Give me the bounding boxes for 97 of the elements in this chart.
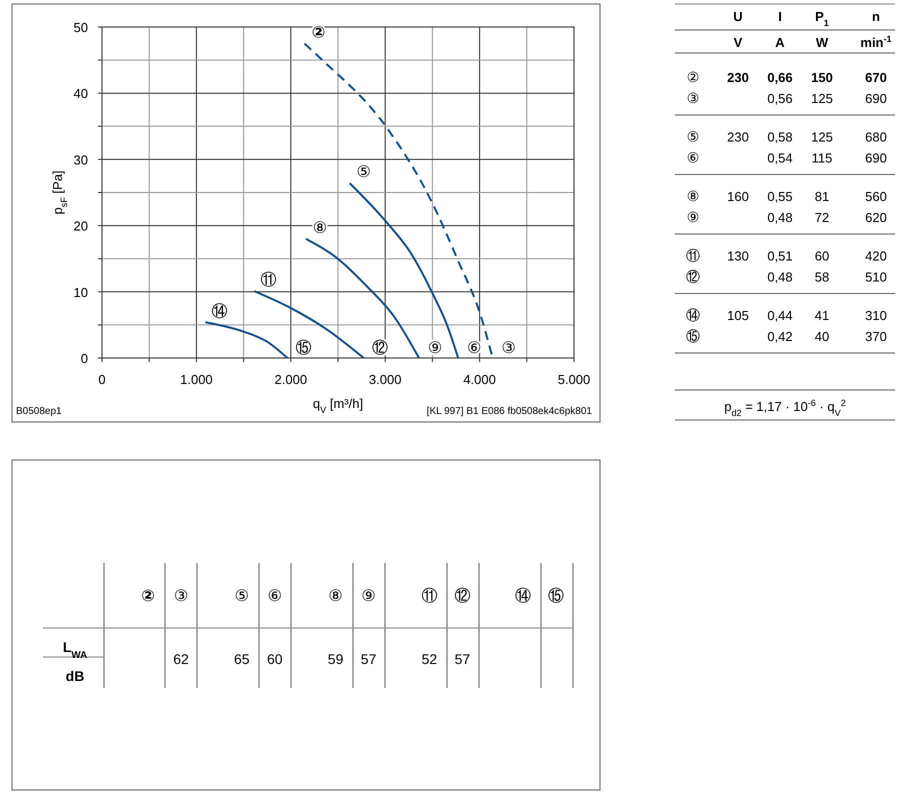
text: 52: [422, 651, 438, 667]
text: 65: [234, 651, 250, 667]
text: 57: [360, 651, 376, 667]
annotation: ⑨: [428, 338, 442, 357]
category-label: L$_{WA}$: [62, 639, 88, 660]
text: 125: [811, 91, 833, 106]
line-series: [204, 321, 288, 359]
annotation: ⑪: [260, 270, 276, 290]
category-label: ②: [141, 586, 155, 605]
category-label: ⑫: [454, 586, 470, 605]
line-series: [348, 182, 460, 359]
category-label: ⑪: [421, 586, 438, 605]
x-tick-label: 3.000: [368, 372, 402, 387]
x-tick-label: 5.000: [558, 372, 590, 387]
annotation: ⑭: [211, 301, 228, 320]
category-label: ⑭: [686, 308, 700, 324]
category-label: ⑧: [686, 189, 700, 205]
text: 41: [814, 308, 830, 323]
text: 0,48: [767, 210, 793, 225]
text: 370: [865, 329, 887, 344]
category-label: ⑪: [686, 248, 700, 264]
category-label: ⑤: [234, 586, 249, 605]
text: min$^{-1}$: [860, 34, 892, 50]
annotation: ②: [312, 22, 326, 42]
text: [KL 997] B1 E086 fb0508ek4c6pk801: [426, 406, 592, 417]
category-label: ③: [686, 91, 700, 107]
text: 0,66: [767, 70, 793, 85]
x-tick-label: 0: [98, 372, 106, 387]
category-label: ⑧: [328, 586, 343, 605]
x-axis-title: q$_{V}$ [m³/h]: [312, 396, 364, 415]
text: 670: [865, 70, 887, 85]
text: 125: [811, 130, 833, 144]
text: 690: [865, 150, 887, 166]
y-tick-label: 10: [74, 284, 88, 300]
annotation: ⑮: [295, 338, 312, 357]
category-label: ⑥: [268, 586, 282, 605]
category-label: I: [778, 9, 782, 24]
text: 0,48: [767, 270, 793, 284]
text: 115: [812, 150, 832, 166]
category-label: ⑤: [686, 130, 700, 146]
line-series: [253, 290, 365, 359]
text: V: [734, 35, 742, 50]
text: 230: [727, 130, 749, 144]
text: 105: [727, 308, 749, 323]
text: 130: [727, 248, 749, 264]
text: dB: [66, 668, 84, 684]
y-tick-label: 40: [74, 86, 88, 102]
category-label: ②: [686, 70, 700, 86]
text: 690: [865, 91, 887, 106]
text: 57: [454, 651, 470, 667]
category-label: ⑮: [686, 329, 700, 345]
category-label: P$_{1}$: [815, 9, 829, 28]
y-tick-label: 20: [74, 218, 88, 234]
category-label: ③: [174, 586, 188, 605]
text: 510: [865, 270, 887, 284]
text: 310: [865, 308, 887, 323]
x-tick-label: 2.000: [274, 372, 308, 387]
x-tick-label: 4.000: [463, 372, 496, 387]
category-label: ⑥: [686, 150, 700, 166]
text: A: [775, 35, 785, 50]
category-label: ⑭: [515, 586, 532, 605]
text: 40: [814, 329, 830, 344]
text: 0,44: [767, 308, 793, 323]
text: 150: [811, 70, 833, 85]
text: 560: [865, 189, 887, 204]
text: 0,56: [767, 91, 793, 106]
text: 230: [727, 70, 749, 85]
category-label: U: [733, 9, 743, 24]
category-label: ⑨: [686, 210, 700, 226]
annotation: ⑤: [356, 162, 371, 182]
text: 0,58: [767, 130, 793, 144]
text: 59: [328, 651, 344, 667]
text: 60: [814, 248, 830, 264]
text: 0,42: [767, 329, 793, 344]
text: 0,55: [767, 189, 793, 204]
category-label: ⑮: [548, 586, 564, 605]
text: 160: [727, 189, 749, 204]
y-tick-label: 30: [74, 152, 88, 168]
text: 62: [173, 651, 189, 667]
annotation: ③: [501, 338, 516, 357]
text: 620: [865, 210, 887, 225]
text: W: [816, 35, 828, 50]
category-label: ⑨: [361, 586, 376, 605]
text: 420: [865, 248, 887, 264]
text: 58: [814, 270, 830, 284]
y-tick-label: 0: [80, 351, 88, 366]
category-label: n: [872, 9, 880, 24]
text: 60: [267, 651, 283, 667]
text: 0,51: [767, 248, 793, 264]
text: 680: [865, 130, 887, 144]
x-tick-label: 1.000: [180, 372, 213, 387]
y-tick-label: 50: [74, 20, 88, 35]
text: 81: [814, 189, 830, 204]
text: 72: [814, 210, 830, 225]
text: B0508ep1: [16, 406, 62, 417]
category-label: ⑫: [686, 270, 700, 286]
text: 0,54: [767, 150, 793, 166]
